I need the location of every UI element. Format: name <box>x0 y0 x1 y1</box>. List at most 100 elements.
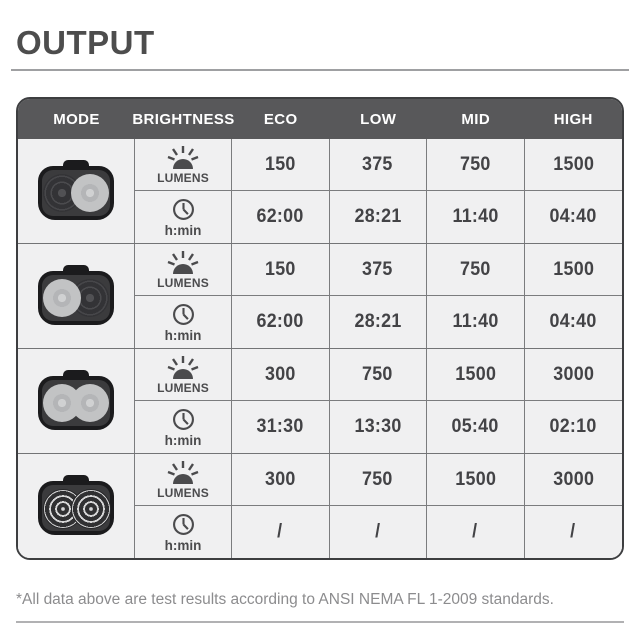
runtime-value-cell: 11:40 <box>427 296 525 348</box>
brightness-lumens-cell: LUMENS <box>135 139 232 191</box>
lumens-value-cell: 375 <box>329 139 427 191</box>
mode-cell <box>18 139 135 243</box>
column-header-mode: MODE <box>53 110 100 128</box>
lumens-value: 1500 <box>552 153 594 175</box>
bike-light-image-single-beam-right-lens-on <box>38 160 114 222</box>
table-row: LUMENS 300 750 1500 3000 h:min / / / / <box>18 454 622 558</box>
runtime-value: 62:00 <box>256 206 304 227</box>
lumens-value: 3000 <box>552 468 594 490</box>
lens-left-on-icon <box>43 279 81 317</box>
clock-face-icon <box>172 303 194 325</box>
runtime-value: / <box>375 521 381 542</box>
lumens-value: 3000 <box>552 363 594 385</box>
light-mount-tab-icon <box>63 160 89 171</box>
footnote: *All data above are test results accordi… <box>16 591 554 608</box>
lumens-label: LUMENS <box>157 171 209 185</box>
lumens-label: LUMENS <box>157 276 209 290</box>
runtime-value-cell: 28:21 <box>329 191 427 243</box>
lumens-value: 375 <box>362 153 394 175</box>
lumens-value-cell: 150 <box>232 139 330 191</box>
runtime-value-cell: 04:40 <box>524 191 622 243</box>
brightness-lumens-cell: LUMENS <box>135 349 232 401</box>
clock-icon <box>171 407 196 432</box>
lumens-value-cell: 750 <box>427 244 525 296</box>
mode-cell <box>18 244 135 348</box>
runtime-value-cell: 31:30 <box>232 401 330 453</box>
lumens-value: 750 <box>362 468 394 490</box>
runtime-value: 11:40 <box>452 311 499 332</box>
bike-light-image-single-beam-left-lens-on <box>38 265 114 327</box>
lumens-value: 1500 <box>552 258 594 280</box>
bike-light-image-flash-both-lenses <box>38 475 114 537</box>
runtime-label: h:min <box>164 222 202 238</box>
lumens-value: 750 <box>459 258 491 280</box>
lumens-value-cell: 1500 <box>524 244 622 296</box>
table-row: LUMENS 150 375 750 1500 h:min 62:00 28:21 11:40 0… <box>18 139 622 244</box>
sun-rays-icon <box>167 251 199 274</box>
runtime-value-cell: 05:40 <box>427 401 525 453</box>
runtime-value: 28:21 <box>354 206 402 227</box>
lumens-label: LUMENS <box>157 381 209 395</box>
lumens-value: 150 <box>264 153 296 175</box>
runtime-value: / <box>277 521 283 542</box>
runtime-label: h:min <box>164 432 202 448</box>
column-header-eco: ECO <box>263 110 298 128</box>
lumens-value-cell: 1500 <box>427 349 525 401</box>
runtime-value-cell: 28:21 <box>329 296 427 348</box>
column-header-mid: MID <box>461 110 491 128</box>
runtime-value-cell: / <box>329 506 427 558</box>
runtime-value: 02:10 <box>549 416 597 437</box>
title-divider <box>11 69 629 71</box>
lumens-value-cell: 1500 <box>427 454 525 506</box>
table-row: LUMENS 150 375 750 1500 h:min 62:00 28:21 11:40 0… <box>18 244 622 349</box>
runtime-value: 05:40 <box>451 416 499 437</box>
runtime-value-cell: 04:40 <box>524 296 622 348</box>
lumens-value: 300 <box>264 363 296 385</box>
clock-icon <box>171 512 196 537</box>
runtime-label: h:min <box>164 327 202 343</box>
brightness-runtime-cell: h:min <box>135 191 232 243</box>
brightness-lumens-cell: LUMENS <box>135 454 232 506</box>
runtime-value-cell: / <box>524 506 622 558</box>
table-header-row: MODE BRIGHTNESS ECO LOW MID HIGH <box>18 99 622 139</box>
column-header-brightness: BRIGHTNESS <box>132 110 235 128</box>
lumens-value-cell: 300 <box>232 349 330 401</box>
lumens-value-cell: 3000 <box>524 454 622 506</box>
runtime-value: 04:40 <box>549 311 597 332</box>
lens-right-flash-icon <box>71 489 111 529</box>
runtime-value-cell: 13:30 <box>329 401 427 453</box>
column-header-high: HIGH <box>553 110 593 128</box>
lumens-value-cell: 150 <box>232 244 330 296</box>
bike-light-image-dual-beam-both-lenses-on <box>38 370 114 432</box>
brightness-lumens-cell: LUMENS <box>135 244 232 296</box>
runtime-value-cell: / <box>427 506 525 558</box>
lens-right-on-icon <box>71 384 109 422</box>
table-row: LUMENS 300 750 1500 3000 h:min 31:30 13:30 05:40… <box>18 349 622 454</box>
page-title: OUTPUT <box>16 24 155 61</box>
sun-icon <box>166 249 200 275</box>
lumens-value-cell: 300 <box>232 454 330 506</box>
runtime-value: 11:40 <box>452 206 499 227</box>
lumens-value-cell: 750 <box>427 139 525 191</box>
clock-icon <box>171 197 196 222</box>
output-table: MODE BRIGHTNESS ECO LOW MID HIGH LUMENS 150 375… <box>16 97 624 560</box>
runtime-value: / <box>570 521 576 542</box>
lumens-value: 750 <box>459 153 491 175</box>
lumens-value: 375 <box>362 258 394 280</box>
lumens-value-cell: 3000 <box>524 349 622 401</box>
sun-rays-icon <box>167 146 199 169</box>
column-header-low: LOW <box>360 110 397 128</box>
sun-rays-icon <box>167 356 199 379</box>
lumens-value-cell: 1500 <box>524 139 622 191</box>
runtime-value-cell: 11:40 <box>427 191 525 243</box>
mode-cell <box>18 454 135 558</box>
runtime-value-cell: / <box>232 506 330 558</box>
table-body: LUMENS 150 375 750 1500 h:min 62:00 28:21 11:40 0… <box>18 139 622 558</box>
sun-icon <box>166 144 200 170</box>
lumens-value: 1500 <box>454 363 496 385</box>
lumens-label: LUMENS <box>157 486 209 500</box>
light-mount-tab-icon <box>63 265 89 276</box>
footer-divider <box>16 621 624 623</box>
lumens-value: 150 <box>264 258 296 280</box>
